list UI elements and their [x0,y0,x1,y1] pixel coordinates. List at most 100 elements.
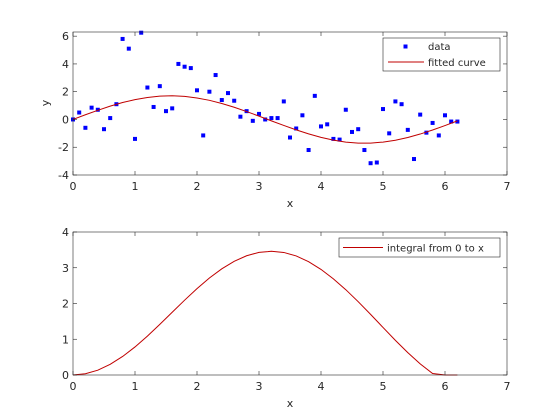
data-point [399,102,404,107]
data-point [436,133,441,138]
data-point [343,107,348,112]
x-tick-label: 2 [194,380,201,393]
data-point [337,137,342,142]
data-point [424,130,429,135]
data-point [219,98,224,103]
data-point [126,46,131,51]
axis-ticks: 0 1 2 3 4 5 6 7 0 1 2 3 4 [62,226,511,393]
x-tick-label: 4 [318,380,325,393]
integral-subplot: 0 1 2 3 4 5 6 7 0 1 2 3 4 x integral from 0 to x [62,226,511,410]
data-point [164,109,168,114]
legend-marker-data [403,44,408,49]
y-tick-label: 6 [62,30,69,43]
y-axis-label: y [39,99,52,106]
data-point [443,113,447,118]
x-tick-label: 0 [70,380,77,393]
data-point [331,136,336,141]
x-tick-label: 6 [442,180,449,193]
legend: integral from 0 to x [338,237,501,258]
data-point [418,112,423,117]
y-tick-label: 2 [62,298,69,311]
y-tick-label: 4 [62,58,69,71]
data-point [275,116,280,121]
axis-ticks: 0 1 2 3 4 5 6 7 -4 -2 0 2 4 6 [58,30,510,193]
y-tick-label: 3 [62,262,69,275]
data-point [300,113,305,118]
data-point [319,124,323,129]
data-point [449,119,454,124]
scatter-fit-subplot: 0 1 2 3 4 5 6 7 -4 -2 0 2 4 6 x y data fitted curve [39,30,511,210]
x-tick-label: 7 [504,380,511,393]
legend-label-fitted-curve: fitted curve [428,58,486,69]
data-point [257,111,261,116]
data-point [263,117,268,122]
x-tick-label: 6 [442,380,449,393]
x-tick-label: 0 [70,180,77,193]
plot-area [72,250,458,376]
x-tick-label: 5 [380,380,387,393]
data-point [77,110,82,115]
data-point [226,91,230,96]
data-point [381,107,385,112]
data-point [387,131,392,136]
y-tick-label: 2 [62,86,69,99]
x-tick-label: 5 [380,180,387,193]
data-point [362,148,367,153]
data-point [350,129,354,134]
legend-label-integral: integral from 0 to x [387,244,484,255]
y-tick-label: 0 [62,113,69,126]
data-point [195,88,199,93]
x-tick-label: 1 [132,180,139,193]
data-point [238,114,243,119]
data-point [232,98,237,103]
data-point [393,99,398,104]
data-point [145,85,150,90]
data-point [213,73,218,78]
data-point [250,118,255,123]
data-point [108,116,113,121]
axes-box [72,31,508,176]
x-tick-label: 3 [256,180,263,193]
data-point [356,127,361,132]
plot-area [71,30,460,166]
data-point [312,93,317,98]
data-point [176,61,181,66]
legend-label-data: data [428,42,451,53]
data-point [151,104,156,109]
y-tick-label: 0 [62,369,69,382]
data-point [157,84,162,89]
legend-box [338,237,501,258]
data-point [83,125,88,130]
data-point [306,148,311,153]
data-point [288,135,292,140]
data-point [269,116,274,121]
legend-box [382,37,501,72]
data-point [182,64,187,69]
data-point [95,107,100,112]
data-point [430,120,435,125]
series-line [72,250,458,376]
data-point [294,126,299,131]
data-point [201,133,206,138]
x-axis-label: x [287,397,294,410]
data-point [170,106,175,111]
data-point [281,99,286,104]
x-tick-label: 3 [256,380,263,393]
data-point [133,136,137,141]
series-line [72,95,458,144]
x-tick-label: 7 [504,180,511,193]
data-point [374,160,379,165]
data-point [188,66,193,71]
x-tick-label: 1 [132,380,139,393]
y-tick-label: 1 [62,333,69,346]
data-point [120,36,125,41]
x-tick-label: 2 [194,180,201,193]
data-point [405,127,410,132]
data-point [368,161,373,166]
data-point [102,127,106,132]
legend: data fitted curve [382,37,501,72]
y-tick-label: -2 [58,141,69,154]
data-point [325,122,330,127]
data-point [207,89,212,94]
x-tick-label: 4 [318,180,325,193]
